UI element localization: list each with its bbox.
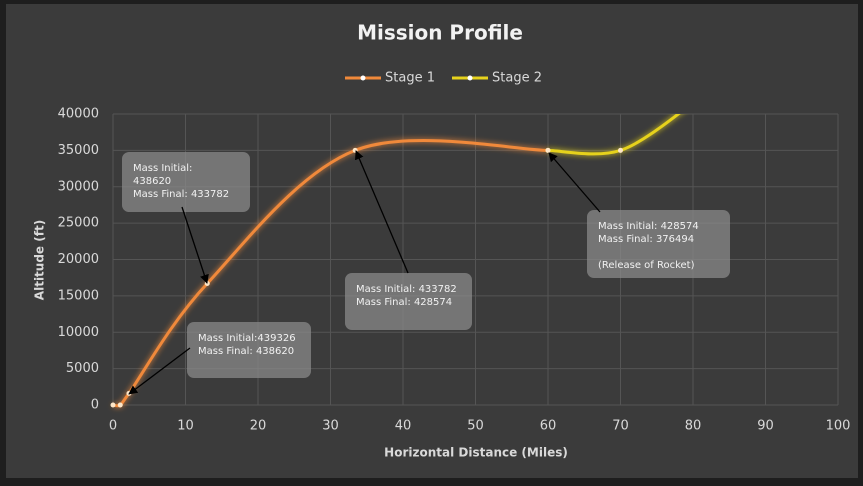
- point: [545, 147, 551, 153]
- y-tick-label: 35000: [58, 143, 99, 158]
- legend-label: Stage 2: [492, 71, 542, 86]
- point: [117, 402, 123, 408]
- y-tick-label: 5000: [66, 361, 99, 376]
- annotation-text: Mass Initial: 433782: [356, 284, 457, 295]
- x-axis-title: Horizontal Distance (Miles): [384, 446, 568, 460]
- annotation-text: (Release of Rocket): [598, 260, 695, 271]
- annotation-text: Mass Initial: 428574: [598, 221, 699, 232]
- x-tick-label: 20: [250, 419, 267, 434]
- series: [545, 114, 681, 156]
- annotation-arrow: [548, 152, 601, 213]
- annotation-text: Mass Initial:439326: [198, 333, 296, 344]
- point: [618, 147, 623, 153]
- legend-label: Stage 1: [385, 71, 435, 86]
- y-tick-label: 0: [91, 398, 99, 413]
- annotation-arrow: [128, 347, 191, 395]
- point: [110, 402, 116, 408]
- annotation-text: Mass Final: 376494: [598, 234, 694, 245]
- x-tick-label: 60: [540, 419, 557, 434]
- annotation-text: Mass Final: 433782: [133, 189, 229, 200]
- y-axis-title: Altitude (ft): [33, 220, 47, 300]
- y-tick-label: 20000: [58, 252, 99, 267]
- chart-title: Mission Profile: [357, 21, 523, 45]
- x-tick-label: 10: [177, 419, 194, 434]
- x-tick-label: 80: [685, 419, 702, 434]
- annotation-text: Mass Initial:: [133, 163, 192, 174]
- y-tick-label: 10000: [58, 325, 99, 340]
- y-tick-label: 15000: [58, 288, 99, 303]
- annotation-text: 438620: [133, 176, 171, 187]
- x-tick-label: 30: [322, 419, 339, 434]
- y-tick-label: 25000: [58, 216, 99, 231]
- legend-marker: [467, 75, 473, 81]
- annotation-arrow: [355, 150, 409, 274]
- x-tick-label: 90: [757, 419, 774, 434]
- x-tick-label: 50: [467, 419, 484, 434]
- x-tick-label: 40: [395, 419, 412, 434]
- annotation-arrow: [181, 206, 209, 284]
- x-tick-label: 0: [109, 419, 117, 434]
- annotation-text: Mass Final: 438620: [198, 346, 294, 357]
- annotation-box: [122, 152, 250, 212]
- y-tick-label: 30000: [58, 179, 99, 194]
- legend-marker: [360, 75, 366, 81]
- annotation-box: [345, 273, 472, 330]
- y-tick-label: 40000: [58, 107, 99, 122]
- annotation-text: Mass Final: 428574: [356, 297, 452, 308]
- x-tick-label: 70: [612, 419, 629, 434]
- annotation-box: [587, 210, 730, 278]
- annotation-box: [187, 322, 311, 378]
- x-tick-label: 100: [826, 419, 851, 434]
